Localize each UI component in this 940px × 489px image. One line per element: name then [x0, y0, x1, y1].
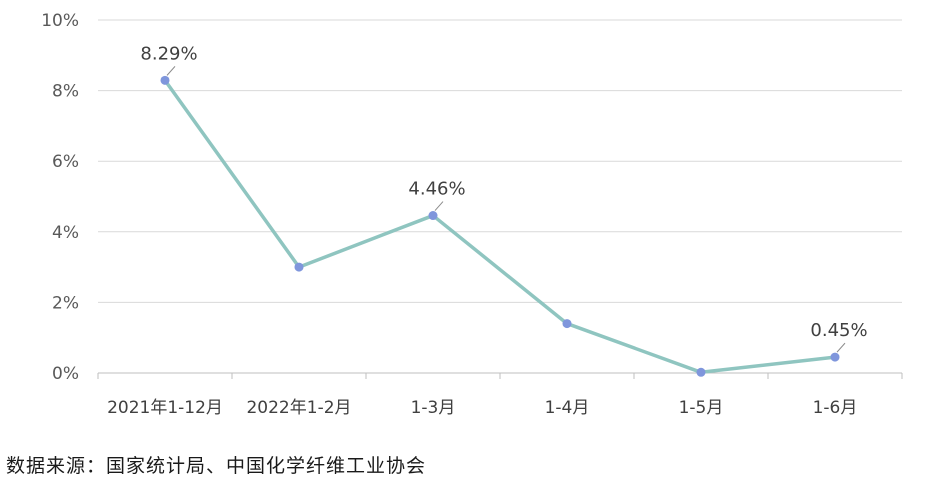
y-tick-label: 0% [52, 364, 79, 384]
data-label: 4.46% [408, 179, 465, 200]
data-label-leader [166, 66, 176, 76]
data-point [294, 262, 304, 272]
gridlines [98, 19, 902, 303]
x-tick-label: 1-5月 [679, 398, 724, 418]
x-tick-label: 1-3月 [411, 398, 456, 418]
series-markers [160, 75, 840, 377]
data-label-leader [836, 342, 846, 353]
source-note: 数据来源：国家统计局、中国化学纤维工业协会 [6, 455, 427, 477]
y-tick-label: 2% [52, 293, 79, 313]
x-tick-label: 2021年1-12月 [107, 398, 223, 418]
series-line [163, 78, 837, 375]
y-tick-labels: 0% 2% 4% 6% 8% 10% [41, 11, 79, 384]
x-axis [97, 372, 903, 379]
data-label-leader [434, 201, 444, 211]
y-tick-label: 4% [52, 223, 79, 243]
data-label: 0.45% [810, 320, 867, 341]
data-point [830, 352, 840, 362]
line-chart: 0% 2% 4% 6% 8% 10% 2021年1-12月 2022年1-2月 1-3月 1-4… [41, 11, 903, 418]
data-point [696, 367, 706, 377]
y-tick-label: 10% [41, 11, 79, 31]
y-tick-label: 6% [52, 152, 79, 172]
series-line-path [163, 78, 837, 375]
x-tick-label: 2022年1-2月 [246, 398, 351, 418]
x-tick-label: 1-6月 [813, 398, 858, 418]
data-label: 8.29% [140, 43, 197, 64]
x-tick-labels: 2021年1-12月 2022年1-2月 1-3月 1-4月 1-5月 1-6月 [107, 398, 857, 418]
y-tick-label: 8% [52, 82, 79, 102]
data-point [160, 75, 170, 85]
x-tick-label: 1-4月 [545, 398, 590, 418]
data-labels: 8.29% 4.46% 0.45% [140, 43, 868, 353]
data-point [562, 319, 572, 329]
data-point [428, 211, 438, 221]
